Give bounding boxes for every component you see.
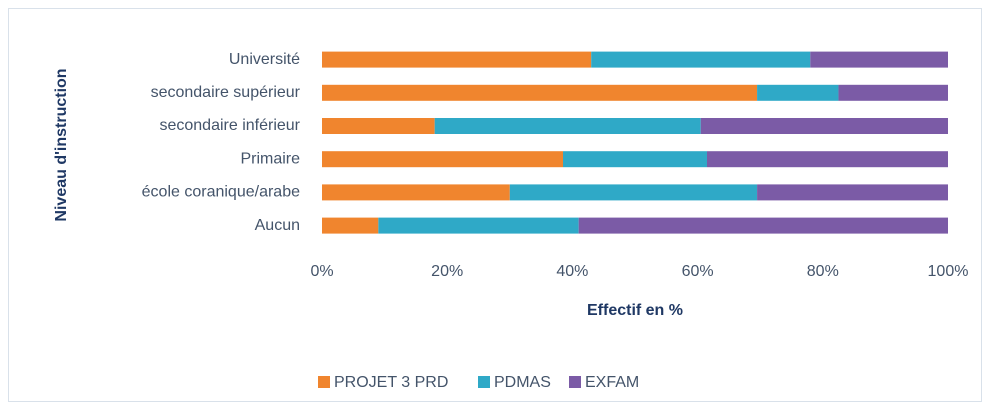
legend-swatch — [569, 376, 581, 388]
x-tick-label: 20% — [431, 263, 463, 280]
y-tick-label: Université — [229, 51, 300, 68]
legend-swatch — [478, 376, 490, 388]
x-tick-label: 0% — [310, 263, 333, 280]
bar-segment — [563, 151, 707, 168]
y-tick-label: école coranique/arabe — [142, 184, 300, 201]
bar-segment — [322, 118, 435, 134]
y-axis-label: Niveau d'instruction — [53, 68, 70, 221]
bar-segment — [810, 51, 948, 68]
bar-segment — [322, 51, 592, 68]
legend-label: PDMAS — [494, 374, 551, 391]
bar-segment — [378, 217, 579, 234]
x-tick-label: 60% — [682, 263, 714, 280]
bar-segment — [322, 84, 758, 101]
x-axis-label: Effectif en % — [587, 302, 683, 319]
bar-segment — [322, 184, 510, 201]
bar-segment — [322, 151, 564, 168]
y-tick-label: Aucun — [255, 217, 300, 234]
y-tick-label: secondaire inférieur — [159, 117, 300, 134]
bar-segment — [838, 84, 948, 101]
bar-segment — [434, 118, 701, 134]
y-tick-label: secondaire supérieur — [151, 84, 301, 101]
bar-segment — [700, 118, 948, 134]
bar-segment — [591, 51, 811, 68]
bar-segment — [322, 217, 379, 234]
x-tick-label: 40% — [556, 263, 588, 280]
legend-swatch — [318, 376, 330, 388]
y-tick-label: Primaire — [240, 150, 300, 167]
bar-segment — [578, 217, 948, 234]
x-tick-label: 100% — [928, 263, 969, 280]
bar-segment — [757, 84, 839, 101]
bar-segment — [706, 151, 948, 168]
legend-label: PROJET 3 PRD — [334, 374, 448, 391]
bar-segment — [757, 184, 948, 201]
bar-segment — [509, 184, 758, 201]
chart-border — [8, 8, 982, 402]
legend-label: EXFAM — [585, 374, 639, 391]
x-tick-label: 80% — [807, 263, 839, 280]
